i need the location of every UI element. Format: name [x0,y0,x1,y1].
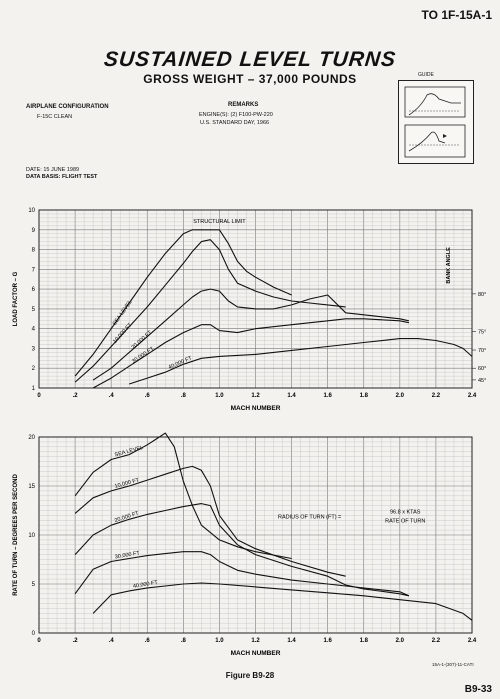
x-tick-label: 1.6 [323,638,332,644]
y-tick-label: 6 [32,287,36,293]
x-tick-label: .4 [109,638,115,644]
y-tick-label: 15 [28,484,35,490]
y-tick-label: 4 [32,327,36,333]
guide-diagram [404,86,466,158]
remarks-engine: ENGINE(S): (2) F100-PW-220 [199,112,273,118]
remarks-label: REMARKS [228,102,259,108]
to-number: TO 1F-15A-1 [421,8,492,22]
data-basis: DATA BASIS: FLIGHT TEST [26,174,98,180]
chart-date: DATE: 15 JUNE 1989 [26,167,80,173]
x-tick-label: 2.0 [396,393,405,399]
y-axis-label: LOAD FACTOR – G [13,271,19,326]
x-tick-label: .2 [73,393,79,399]
series-label-2: 10,000 FT [114,477,140,490]
x-tick-label: .6 [145,393,151,399]
plot-frame [38,209,473,389]
series-line-1 [74,432,292,560]
chart-subtitle: GROSS WEIGHT – 37,000 POUNDS [143,72,357,86]
x-tick-label: .8 [181,393,187,399]
x-tick-label: .6 [145,638,151,644]
x-tick-label: 1.4 [287,638,296,644]
series-label-4: 30,000 FT [115,550,141,560]
guide-label: GUIDE [418,72,434,78]
y-tick-label: 5 [32,582,36,588]
y-tick-label: 10 [28,208,35,214]
y-tick-label: 8 [32,248,36,254]
y-tick-label: 5 [32,307,36,313]
series-line-3 [92,288,410,381]
bank-angle-axis-label: BANK ANGLE [446,247,452,284]
y-tick-label: 1 [32,386,36,392]
plot-frame [38,436,473,634]
remarks-day: U.S. STANDARD DAY, 1966 [200,120,270,126]
x-tick-label: 1.0 [215,638,224,644]
series-line-5 [129,338,473,385]
series-label-1: SEA LEVEL [112,299,134,326]
x-tick-label: 2.2 [432,393,441,399]
x-tick-label: .8 [181,638,187,644]
reference-code: 15A-1-(307)-11-CATI [432,662,474,667]
series-label-5: 40,000 FT [133,580,159,590]
chart-2: 0 .2 .4 .6 .8 1.0 1.2 1.4 1.6 1.8 2.0 2.2 2.4 0 5 10 15 2… [13,432,477,657]
grid [38,209,472,389]
guide-box [398,80,474,164]
x-axis-label: MACH NUMBER [231,650,281,657]
x-tick-label: 2.0 [396,638,405,644]
x-tick-label: 0 [37,638,41,644]
x-tick-label: 1.8 [360,393,369,399]
x-tick-label: 1.0 [215,393,224,399]
series-line-3 [74,503,410,597]
x-tick-label: 1.4 [287,393,296,399]
series-line-2 [74,465,346,577]
y-tick-label: 10 [28,533,35,539]
x-tick-label: 2.4 [468,638,477,644]
x-axis-label: MACH NUMBER [231,405,281,412]
y-tick-label: 2 [32,366,36,372]
series-line-5 [92,582,473,621]
series-line-2 [74,239,346,383]
y-axis-label: RATE OF TURN – DEGREES PER SECOND [13,474,19,596]
annotation-2: 96.8 x KTAS [390,509,421,515]
y-tick-label: 3 [32,346,36,352]
annotation-3: RATE OF TURN [385,518,425,524]
x-tick-label: 2.2 [432,638,441,644]
bank-angle-label: 60° [478,366,486,372]
y-tick-label: 7 [32,267,36,273]
bank-angle-label: 80° [478,292,486,298]
x-tick-label: 1.2 [251,393,260,399]
y-tick-label: 20 [28,435,35,441]
config-label: AIRPLANE CONFIGURATION [26,104,109,110]
grid [38,436,472,634]
series-label-3: 20,000 FT [114,510,140,524]
y-tick-label: 9 [32,228,36,234]
x-tick-label: 1.2 [251,638,260,644]
annotation-1: STRUCTURAL LIMIT [193,219,246,225]
x-tick-label: .4 [109,393,115,399]
bank-angle-label: 45° [478,378,486,384]
series-line-4 [74,551,410,597]
chart-1: 0 .2 .4 .6 .8 1.0 1.2 1.4 1.6 1.8 2.0 2.2 2.4 1 2 3 4 5 6 7… [13,208,486,412]
series-line-4 [92,318,410,389]
page-number: B9-33 [464,684,492,695]
bank-angle-label: 75° [478,329,486,335]
y-tick-label: 0 [32,631,36,637]
annotation-1: RADIUS OF TURN (FT) = [278,514,341,520]
x-tick-label: 2.4 [468,393,477,399]
figure-label: Figure B9-28 [225,671,275,680]
x-tick-label: 0 [37,393,41,399]
config-value: F-15C CLEAN [37,114,73,120]
x-tick-label: .2 [73,638,79,644]
x-tick-label: 1.6 [323,393,332,399]
bank-angle-label: 70° [478,348,486,354]
series-label-5: 40,000 FT [168,355,194,371]
series-line-1 [74,229,292,377]
x-tick-label: 1.8 [360,638,369,644]
